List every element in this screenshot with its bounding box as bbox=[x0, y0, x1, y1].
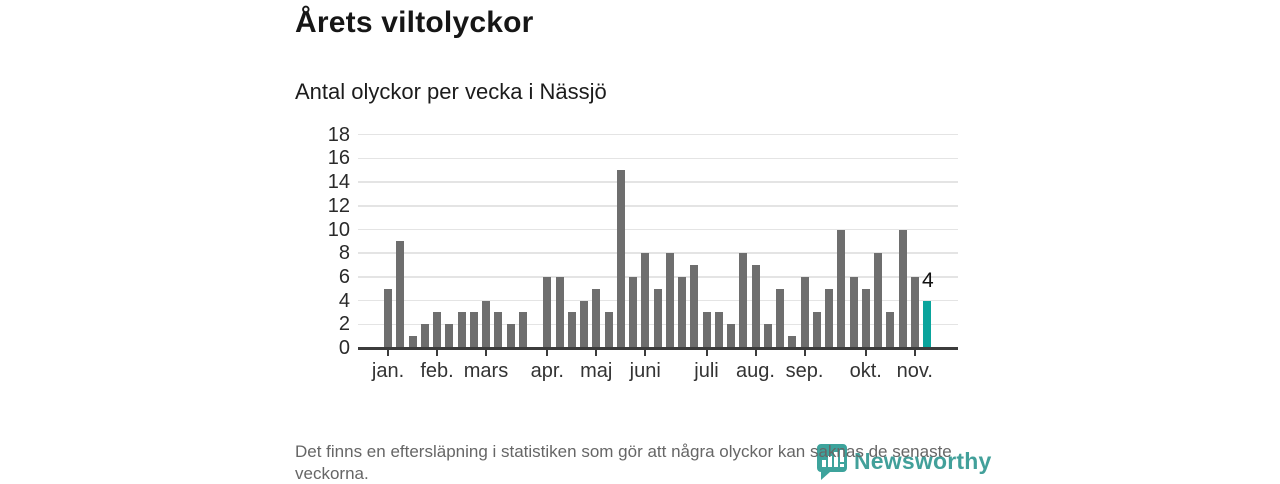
month-label-aug: aug. bbox=[736, 360, 775, 382]
month-label-maj: maj bbox=[580, 360, 613, 382]
month-tick-mark bbox=[754, 349, 757, 356]
month-tick-mark bbox=[705, 349, 708, 356]
bar-week-5 bbox=[433, 312, 441, 348]
bar-week-18 bbox=[592, 288, 601, 348]
bar-week-32 bbox=[763, 324, 772, 348]
month-label-juni: juni bbox=[629, 360, 661, 382]
newsworthy-logo: Newsworthy bbox=[815, 442, 991, 480]
chart-subtitle: Antal olyckor per vecka i Nässjö bbox=[295, 79, 607, 104]
gridline bbox=[358, 228, 958, 231]
bar-glyph-large bbox=[834, 451, 838, 467]
bar-week-9 bbox=[482, 300, 490, 348]
y-tick-label: 2 bbox=[338, 313, 350, 336]
bar-week-29 bbox=[727, 324, 735, 348]
bar-week-22 bbox=[641, 253, 650, 348]
month-label-feb: feb. bbox=[420, 360, 454, 382]
bar-week-43 bbox=[898, 229, 907, 348]
bar-week-44 bbox=[910, 276, 919, 348]
x-axis-line bbox=[358, 346, 958, 350]
y-tick-label: 12 bbox=[327, 194, 350, 217]
bar-week-37 bbox=[825, 288, 833, 348]
month-tick-mark bbox=[644, 349, 647, 356]
month-tick-mark bbox=[913, 349, 916, 356]
bar-week-31 bbox=[751, 265, 760, 348]
bar-week-10 bbox=[494, 312, 503, 348]
bar-week-28 bbox=[714, 312, 723, 348]
month-label-okt: okt. bbox=[849, 360, 882, 382]
bar-week-26 bbox=[690, 265, 699, 348]
bar-week-36 bbox=[812, 312, 821, 348]
month-label-apr: apr. bbox=[530, 360, 564, 382]
y-tick-label: 16 bbox=[327, 147, 350, 170]
gridline bbox=[358, 181, 958, 183]
bar-glyph-medium bbox=[828, 455, 832, 467]
month-tick-mark bbox=[546, 349, 549, 356]
bar-week-19 bbox=[604, 312, 613, 348]
page-title: Årets viltolyckor bbox=[295, 6, 534, 39]
month-label-sep: sep. bbox=[785, 360, 824, 382]
y-tick-label: 0 bbox=[338, 337, 350, 359]
bar-week-6 bbox=[445, 324, 454, 348]
bar-week-11 bbox=[506, 324, 515, 348]
gridline bbox=[358, 276, 958, 278]
bar-week-8 bbox=[469, 312, 478, 348]
month-label-juli: juli bbox=[694, 360, 719, 382]
bar-week-40 bbox=[861, 288, 870, 348]
bar-week-23 bbox=[653, 288, 662, 348]
y-tick-label: 10 bbox=[327, 218, 350, 241]
bar-week-21 bbox=[629, 276, 637, 348]
month-tick-mark bbox=[436, 349, 438, 356]
month-label-jan: jan. bbox=[371, 360, 405, 382]
bar-week-7 bbox=[457, 312, 466, 348]
bar-glyph-small bbox=[822, 459, 826, 467]
y-tick-label: 6 bbox=[338, 265, 350, 288]
highlight-value-label: 4 bbox=[922, 268, 934, 292]
bar-week-16 bbox=[567, 312, 576, 348]
bar-week-14 bbox=[543, 276, 552, 348]
bar-week-3 bbox=[408, 336, 417, 348]
month-label-nov: nov. bbox=[896, 360, 933, 382]
month-tick-mark bbox=[595, 349, 598, 356]
bar-week-24 bbox=[665, 253, 674, 348]
bar-week-34 bbox=[788, 336, 797, 348]
y-tick-label: 8 bbox=[338, 242, 350, 265]
y-tick-label: 4 bbox=[338, 289, 350, 312]
bar-week-2 bbox=[396, 241, 405, 348]
bar-week-30 bbox=[739, 253, 748, 348]
gridline bbox=[358, 133, 958, 136]
month-label-mars: mars bbox=[463, 360, 509, 382]
y-tick-label: 18 bbox=[327, 123, 350, 146]
bar-week-12 bbox=[518, 312, 527, 348]
bar-week-41 bbox=[874, 253, 882, 348]
bar-week-38 bbox=[837, 229, 846, 348]
exclamation-stem bbox=[840, 449, 844, 462]
bar-week-4 bbox=[420, 324, 429, 348]
gridline bbox=[358, 252, 958, 254]
bar-week-33 bbox=[776, 288, 784, 348]
bar-week-15 bbox=[555, 276, 564, 348]
bar-week-39 bbox=[849, 276, 858, 348]
y-tick-label: 14 bbox=[327, 171, 350, 194]
bar-week-1 bbox=[384, 288, 392, 348]
month-tick-mark bbox=[387, 349, 389, 356]
gridline bbox=[358, 157, 958, 160]
bar-week-25 bbox=[678, 276, 686, 348]
month-tick-mark bbox=[803, 349, 806, 356]
bar-week-35 bbox=[800, 276, 809, 348]
bar-week-20 bbox=[616, 170, 625, 348]
month-tick-mark bbox=[864, 349, 867, 356]
brand-name: Newsworthy bbox=[854, 447, 992, 474]
bar-week-42 bbox=[886, 312, 895, 348]
bar-week-27 bbox=[702, 312, 711, 348]
footnote-text: Det finns en eftersläpning i statistiken… bbox=[295, 442, 952, 483]
bar-week-17 bbox=[580, 300, 588, 348]
gridline bbox=[358, 205, 958, 207]
newsworthy-icon bbox=[817, 443, 847, 480]
exclamation-dot bbox=[840, 463, 844, 467]
month-tick-mark bbox=[485, 349, 487, 356]
bar-week-45 bbox=[923, 300, 931, 348]
